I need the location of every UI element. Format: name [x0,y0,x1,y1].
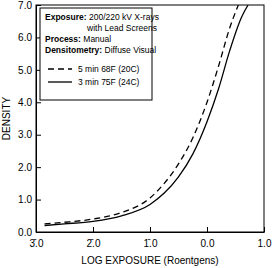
annotation-text: Manual [83,34,111,44]
y-axis: 0.0 1.0 2.0 3.0 4.0 5.0 6.0 7.0 [18,0,41,238]
y-tick-mark [36,167,41,168]
x-axis-line [37,232,265,233]
legend-swatch [48,68,72,69]
legend-swatch [48,81,72,82]
y-tick-label: 7.0 [18,0,32,11]
annotation-label: Exposure: [45,12,87,22]
x-axis-title: LOG EXPOSURE (Roentgens) [81,255,218,266]
annotation-label: Densitometry: [45,45,102,55]
y-tick: 2.0 [18,162,41,173]
annotation: Exposure: 200/220 kV X-rays [45,12,159,22]
y-tick: 0.0 [18,227,41,238]
x-tick: 0.0 [201,227,215,249]
annotation-text: Diffuse Visual [105,45,157,55]
x-tick: 1.0 [258,227,272,249]
y-tick-label: 5.0 [18,65,32,76]
y-axis-line [36,6,37,233]
annotation-text: 200/220 kV X-rays [89,12,159,22]
x-tick-label: 2̄.0 [87,238,101,249]
y-tick-mark [36,232,41,233]
annotation: with Lead Screens [86,23,157,33]
annotation-label: Process: [45,34,81,44]
y-axis-title: DENSITY [1,97,12,141]
y-tick-label: 0.0 [18,227,32,238]
y-tick: 1.0 [18,194,41,205]
y-tick: 3.0 [18,129,41,140]
legend-label: 5 min 68F (20C) [78,64,140,74]
x-tick-mark [264,227,265,232]
y-tick-label: 4.0 [18,97,32,108]
legend-label: 3 min 75F (24C) [78,77,140,87]
y-tick-mark [36,135,41,136]
x-tick-label: 1̄.0 [144,238,158,249]
y-tick-mark [36,5,41,6]
x-tick-label: 1.0 [258,238,272,249]
y-tick-label: 2.0 [18,162,32,173]
legend: Exposure: 200/220 kV X-rayswith Lead Scr… [40,8,159,100]
y-tick-mark [36,200,41,201]
plot-frame [36,5,264,232]
chart: 3̄.0 2̄.0 1̄.0 0.0 1.0 0.0 1.0 2.0 3.0 4.0 5.0 6.0 7… [0,0,274,268]
x-axis: 3̄.0 2̄.0 1̄.0 0.0 1.0 [30,227,272,249]
x-tick-mark [93,227,94,232]
y-tick-label: 1.0 [18,194,32,205]
y-tick-label: 6.0 [18,32,32,43]
x-tick-label: 0.0 [201,238,215,249]
annotation: Densitometry: Diffuse Visual [45,45,156,55]
x-tick-label: 3̄.0 [30,238,44,249]
x-tick: 1̄.0 [144,227,158,249]
x-tick: 2̄.0 [87,227,101,249]
x-tick-mark [150,227,151,232]
y-tick-label: 3.0 [18,129,32,140]
annotation-text: with Lead Screens [86,23,157,33]
y-tick: 7.0 [18,0,41,11]
y-tick: 5.0 [18,65,41,76]
x-tick-mark [207,227,208,232]
annotation: Process: Manual [45,34,111,44]
y-tick-mark [36,102,41,103]
y-tick: 6.0 [18,32,41,43]
y-tick: 4.0 [18,97,41,108]
